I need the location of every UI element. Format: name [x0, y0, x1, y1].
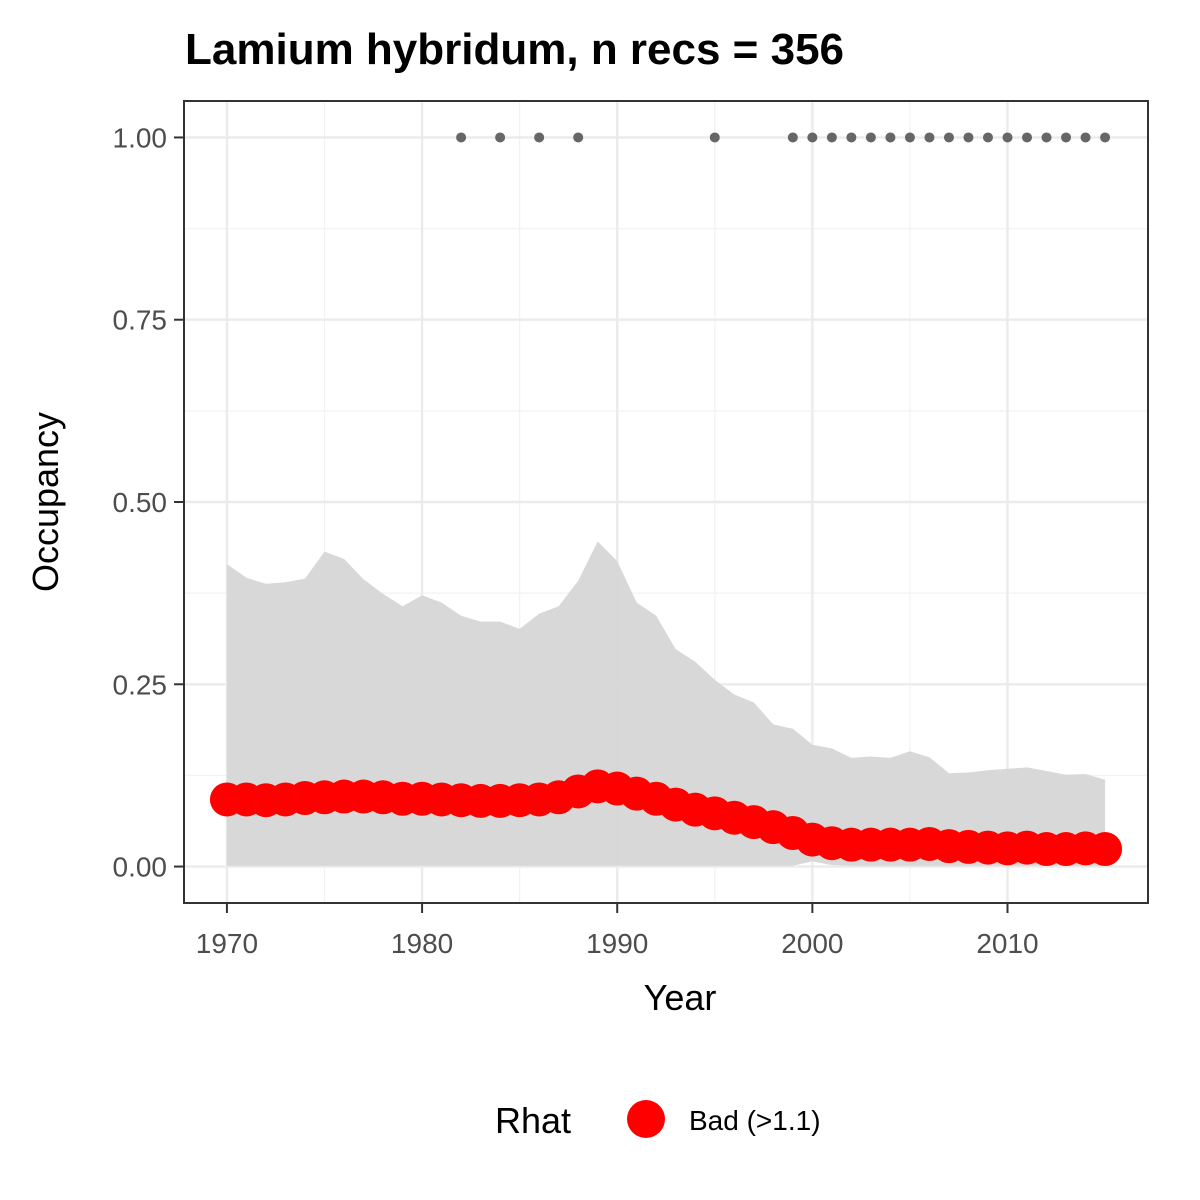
x-axis: 1970 1980 1990 2000 2010	[196, 903, 1039, 959]
observed-point	[1061, 132, 1072, 143]
y-tick-label: 0.00	[113, 852, 168, 883]
observed-point	[885, 132, 896, 143]
observed-point	[534, 132, 545, 143]
observed-point	[865, 132, 876, 143]
observed-point	[1041, 132, 1052, 143]
observed-point	[807, 132, 818, 143]
observed-point	[943, 132, 954, 143]
observed-point	[904, 132, 915, 143]
legend-title: Rhat	[495, 1100, 571, 1141]
observed-point	[495, 132, 506, 143]
observed-point	[787, 132, 798, 143]
x-tick-label: 2010	[976, 928, 1038, 959]
y-axis-title: Occupancy	[25, 412, 66, 592]
y-tick-label: 0.75	[113, 305, 168, 336]
observed-point	[982, 132, 993, 143]
observed-point	[1022, 132, 1033, 143]
legend-label-bad: Bad (>1.1)	[689, 1105, 821, 1136]
observed-point	[963, 132, 974, 143]
x-tick-label: 1980	[391, 928, 453, 959]
y-tick-label: 0.50	[113, 487, 168, 518]
legend-key-bad	[627, 1100, 665, 1138]
chart-title: Lamium hybridum, n recs = 356	[185, 25, 844, 74]
y-axis: 0.00 0.25 0.50 0.75 1.00	[113, 122, 184, 883]
occupancy-point	[1088, 832, 1123, 867]
observed-point	[846, 132, 857, 143]
x-tick-label: 2000	[781, 928, 843, 959]
observed-point	[924, 132, 935, 143]
observed-point	[1080, 132, 1091, 143]
x-axis-title: Year	[644, 977, 717, 1018]
observed-point	[573, 132, 584, 143]
observed-point	[826, 132, 837, 143]
observed-point	[709, 132, 720, 143]
y-tick-label: 0.25	[113, 669, 168, 700]
x-tick-label: 1970	[196, 928, 258, 959]
x-tick-label: 1990	[586, 928, 648, 959]
observed-points	[456, 132, 1111, 143]
occupancy-series	[209, 769, 1123, 867]
observed-point	[456, 132, 467, 143]
legend: Rhat Bad (>1.1)	[495, 1100, 821, 1141]
observed-point	[1100, 132, 1111, 143]
y-tick-label: 1.00	[113, 122, 168, 153]
observed-point	[1002, 132, 1013, 143]
